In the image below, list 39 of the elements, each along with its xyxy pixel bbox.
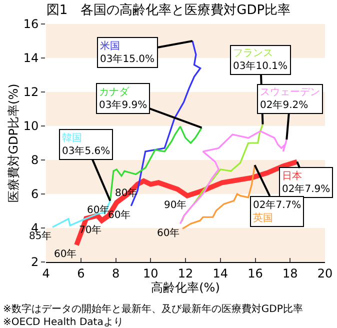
annotation: 90年 [164,199,187,211]
line-series [109,126,203,202]
data-label: 02年7.7% [253,199,302,211]
x-tick-label: 16 [248,266,263,280]
text: ※数字はデータの開始年と最新年、及び最新年の医療費対GDP比率 [3,303,303,315]
y-tick-label: 14 [23,51,39,66]
text: スウェーデン [260,87,320,98]
x-tick-label: 10 [142,266,158,280]
series-label: 英国 [253,212,273,224]
series-label: 日本 [282,170,302,182]
data-label: 02年9.2% [260,99,308,111]
y-tick-label: 12 [23,85,39,100]
annotation: 60年 [157,227,180,239]
annotation: 60年 [54,248,77,260]
x-tick-label: 8 [112,266,120,280]
text: 韓国 [62,132,82,144]
y-tick-label: 10 [23,119,39,134]
data-label: 02年7.9% [282,183,330,195]
y-axis-title: 医療費対GDP比率(%) [6,84,21,202]
y-tick-label: 8 [30,153,39,168]
text: ※OECD Health Dataより [3,317,124,328]
data-label: 03年10.1% [233,60,288,72]
data-label: 03年5.6% [62,145,110,157]
chart-title: 図1 各国の高齢化率と医療費対GDP比率 [46,2,291,18]
x-tick-label: 20 [317,266,333,280]
text: フランス [233,48,273,59]
text: 米国 [100,40,120,52]
x-tick-label: 4 [42,266,50,280]
text: カナダ [99,86,130,98]
data-label: 03年9.9% [99,99,148,111]
data-label: 03年15.0% [100,53,154,65]
x-tick-label: 6 [77,266,85,280]
y-tick-label: 6 [30,187,39,202]
x-tick-label: 12 [178,266,194,280]
y-tick-label: 16 [23,17,39,32]
x-axis-title: 高齢化率(%) [151,280,220,294]
x-tick-label: 14 [212,266,228,280]
x-tick-label: 18 [282,266,298,280]
y-tick-label: 2 [30,255,39,270]
